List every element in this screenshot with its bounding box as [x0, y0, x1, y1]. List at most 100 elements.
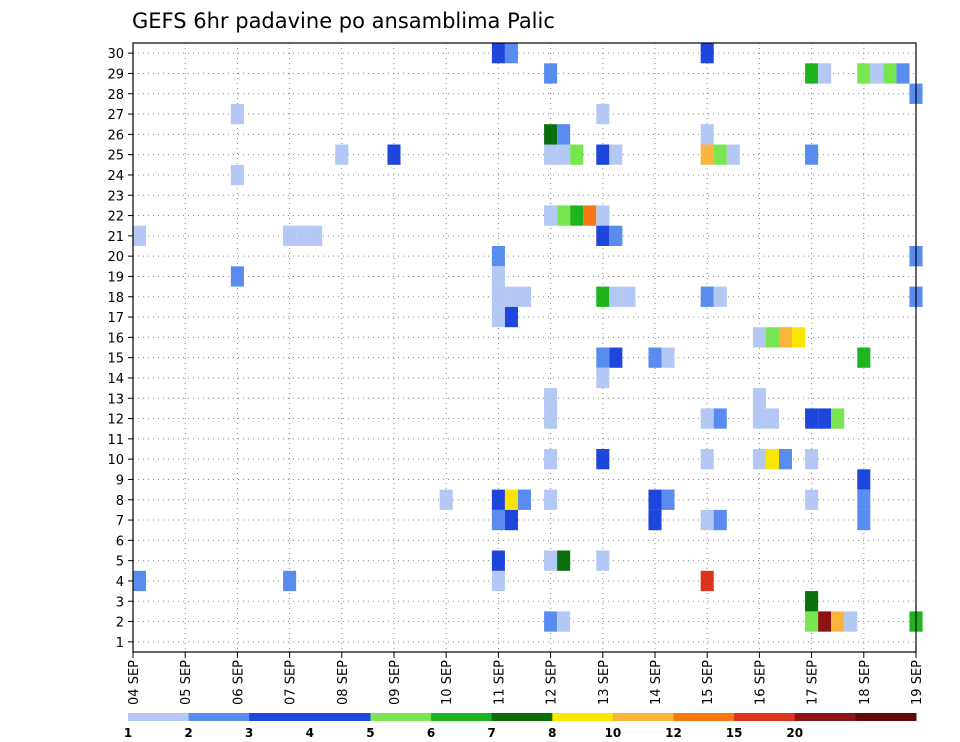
- y-tick-label: 29: [107, 67, 124, 82]
- colorbar-segment: [855, 713, 917, 721]
- precip-cell: [491, 489, 505, 510]
- colorbar-segment: [794, 713, 856, 721]
- precip-cell: [596, 367, 610, 389]
- precip-cell: [230, 103, 244, 125]
- colorbar-segment: [552, 713, 614, 721]
- precip-cell: [805, 489, 819, 510]
- precip-cell: [857, 489, 871, 510]
- y-tick-label: 17: [107, 311, 124, 326]
- y-tick-label: 7: [116, 514, 124, 529]
- precip-cell: [805, 611, 819, 632]
- x-tick-label: 08 SEP: [336, 660, 351, 705]
- y-tick-label: 28: [107, 88, 124, 103]
- precip-cell: [491, 246, 505, 267]
- colorbar-label: 4: [306, 726, 314, 740]
- x-tick-label: 11 SEP: [492, 660, 507, 705]
- y-tick-label: 9: [116, 473, 124, 488]
- x-tick-label: 09 SEP: [388, 660, 403, 705]
- colorbar-label: 5: [366, 726, 374, 740]
- precip-cell: [700, 144, 714, 165]
- x-tick-label: 17 SEP: [806, 660, 821, 705]
- precip-cell: [752, 388, 766, 409]
- colorbar-label: 20: [786, 726, 803, 740]
- precip-cell: [726, 144, 740, 165]
- y-tick-label: 5: [116, 555, 124, 570]
- precip-cell: [713, 408, 727, 429]
- precip-cell: [283, 570, 297, 592]
- precip-cell: [609, 144, 623, 165]
- colorbar-label: 10: [605, 726, 622, 740]
- precip-cell: [713, 144, 727, 165]
- y-tick-label: 10: [107, 453, 124, 468]
- precip-cell: [544, 144, 558, 165]
- precip-cell: [309, 225, 323, 246]
- precip-cell: [491, 43, 505, 64]
- precip-cell: [752, 327, 766, 348]
- x-tick-label: 06 SEP: [231, 660, 246, 705]
- precip-cell: [544, 408, 558, 429]
- y-tick-label: 24: [107, 169, 124, 184]
- precip-cell: [700, 124, 714, 145]
- precip-cell: [792, 327, 806, 348]
- colorbar-segment: [673, 713, 735, 721]
- precip-cell: [283, 225, 297, 246]
- y-tick-label: 6: [116, 534, 124, 549]
- precip-cell: [557, 550, 571, 571]
- precip-cell: [818, 408, 832, 429]
- colorbar-label: 6: [427, 726, 435, 740]
- precip-cell: [491, 509, 505, 531]
- precip-cell: [504, 43, 518, 64]
- plot-frame: [132, 42, 917, 653]
- y-tick-label: 16: [107, 331, 124, 346]
- x-tick-label: 19 SEP: [910, 660, 925, 705]
- x-tick-label: 15 SEP: [701, 660, 716, 705]
- x-axis-ticks: 04 SEP 05 SEP 06 SEP 07 SEP 08 SEP 09 SEP 10 S…: [127, 652, 925, 705]
- precip-cell: [622, 286, 636, 307]
- precip-cell: [831, 408, 845, 429]
- precip-cell: [491, 570, 505, 592]
- precip-cell: [544, 489, 558, 510]
- y-tick-label: 12: [107, 413, 124, 428]
- colorbar-segment: [734, 713, 796, 721]
- precip-cell: [557, 124, 571, 145]
- colorbar-label: 2: [184, 726, 192, 740]
- precip-cell: [778, 449, 793, 470]
- precip-cell: [557, 611, 571, 632]
- colorbar-label: 12: [665, 726, 682, 740]
- y-tick-label: 19: [107, 270, 124, 285]
- colorbar-segment: [309, 713, 371, 721]
- precip-cell: [596, 144, 610, 165]
- precip-cell: [230, 266, 244, 287]
- colorbar: 1 2 3 4 5 6 7 8 10 12 15 20: [124, 713, 917, 740]
- precip-cell: [504, 306, 518, 328]
- colorbar-segment: [188, 713, 250, 721]
- precip-cell: [648, 509, 662, 531]
- precip-cell: [765, 327, 779, 348]
- colorbar-label: 3: [245, 726, 253, 740]
- precip-cell: [296, 225, 310, 246]
- precip-cell: [713, 509, 727, 531]
- precip-cell: [700, 408, 714, 429]
- precip-cell: [544, 205, 558, 226]
- colorbar-segment: [249, 713, 311, 721]
- precip-cell: [596, 550, 610, 571]
- precip-cell: [805, 144, 819, 165]
- precip-cell: [857, 63, 871, 84]
- x-tick-label: 16 SEP: [753, 660, 768, 705]
- grid-lines: [132, 43, 917, 652]
- y-tick-label: 21: [107, 230, 124, 245]
- precip-cell: [517, 286, 532, 307]
- precip-cell: [596, 103, 610, 125]
- precip-cell: [765, 449, 779, 470]
- y-tick-label: 23: [107, 189, 124, 204]
- x-tick-label: 13 SEP: [597, 660, 612, 705]
- precip-cell: [648, 489, 662, 510]
- y-tick-label: 18: [107, 291, 124, 306]
- precip-cell: [230, 164, 244, 186]
- precip-cell: [818, 611, 832, 632]
- precip-cell: [504, 509, 518, 531]
- precip-cell: [609, 347, 623, 368]
- precip-cell: [504, 286, 518, 307]
- precip-cell: [805, 449, 819, 470]
- precip-cell: [439, 489, 453, 510]
